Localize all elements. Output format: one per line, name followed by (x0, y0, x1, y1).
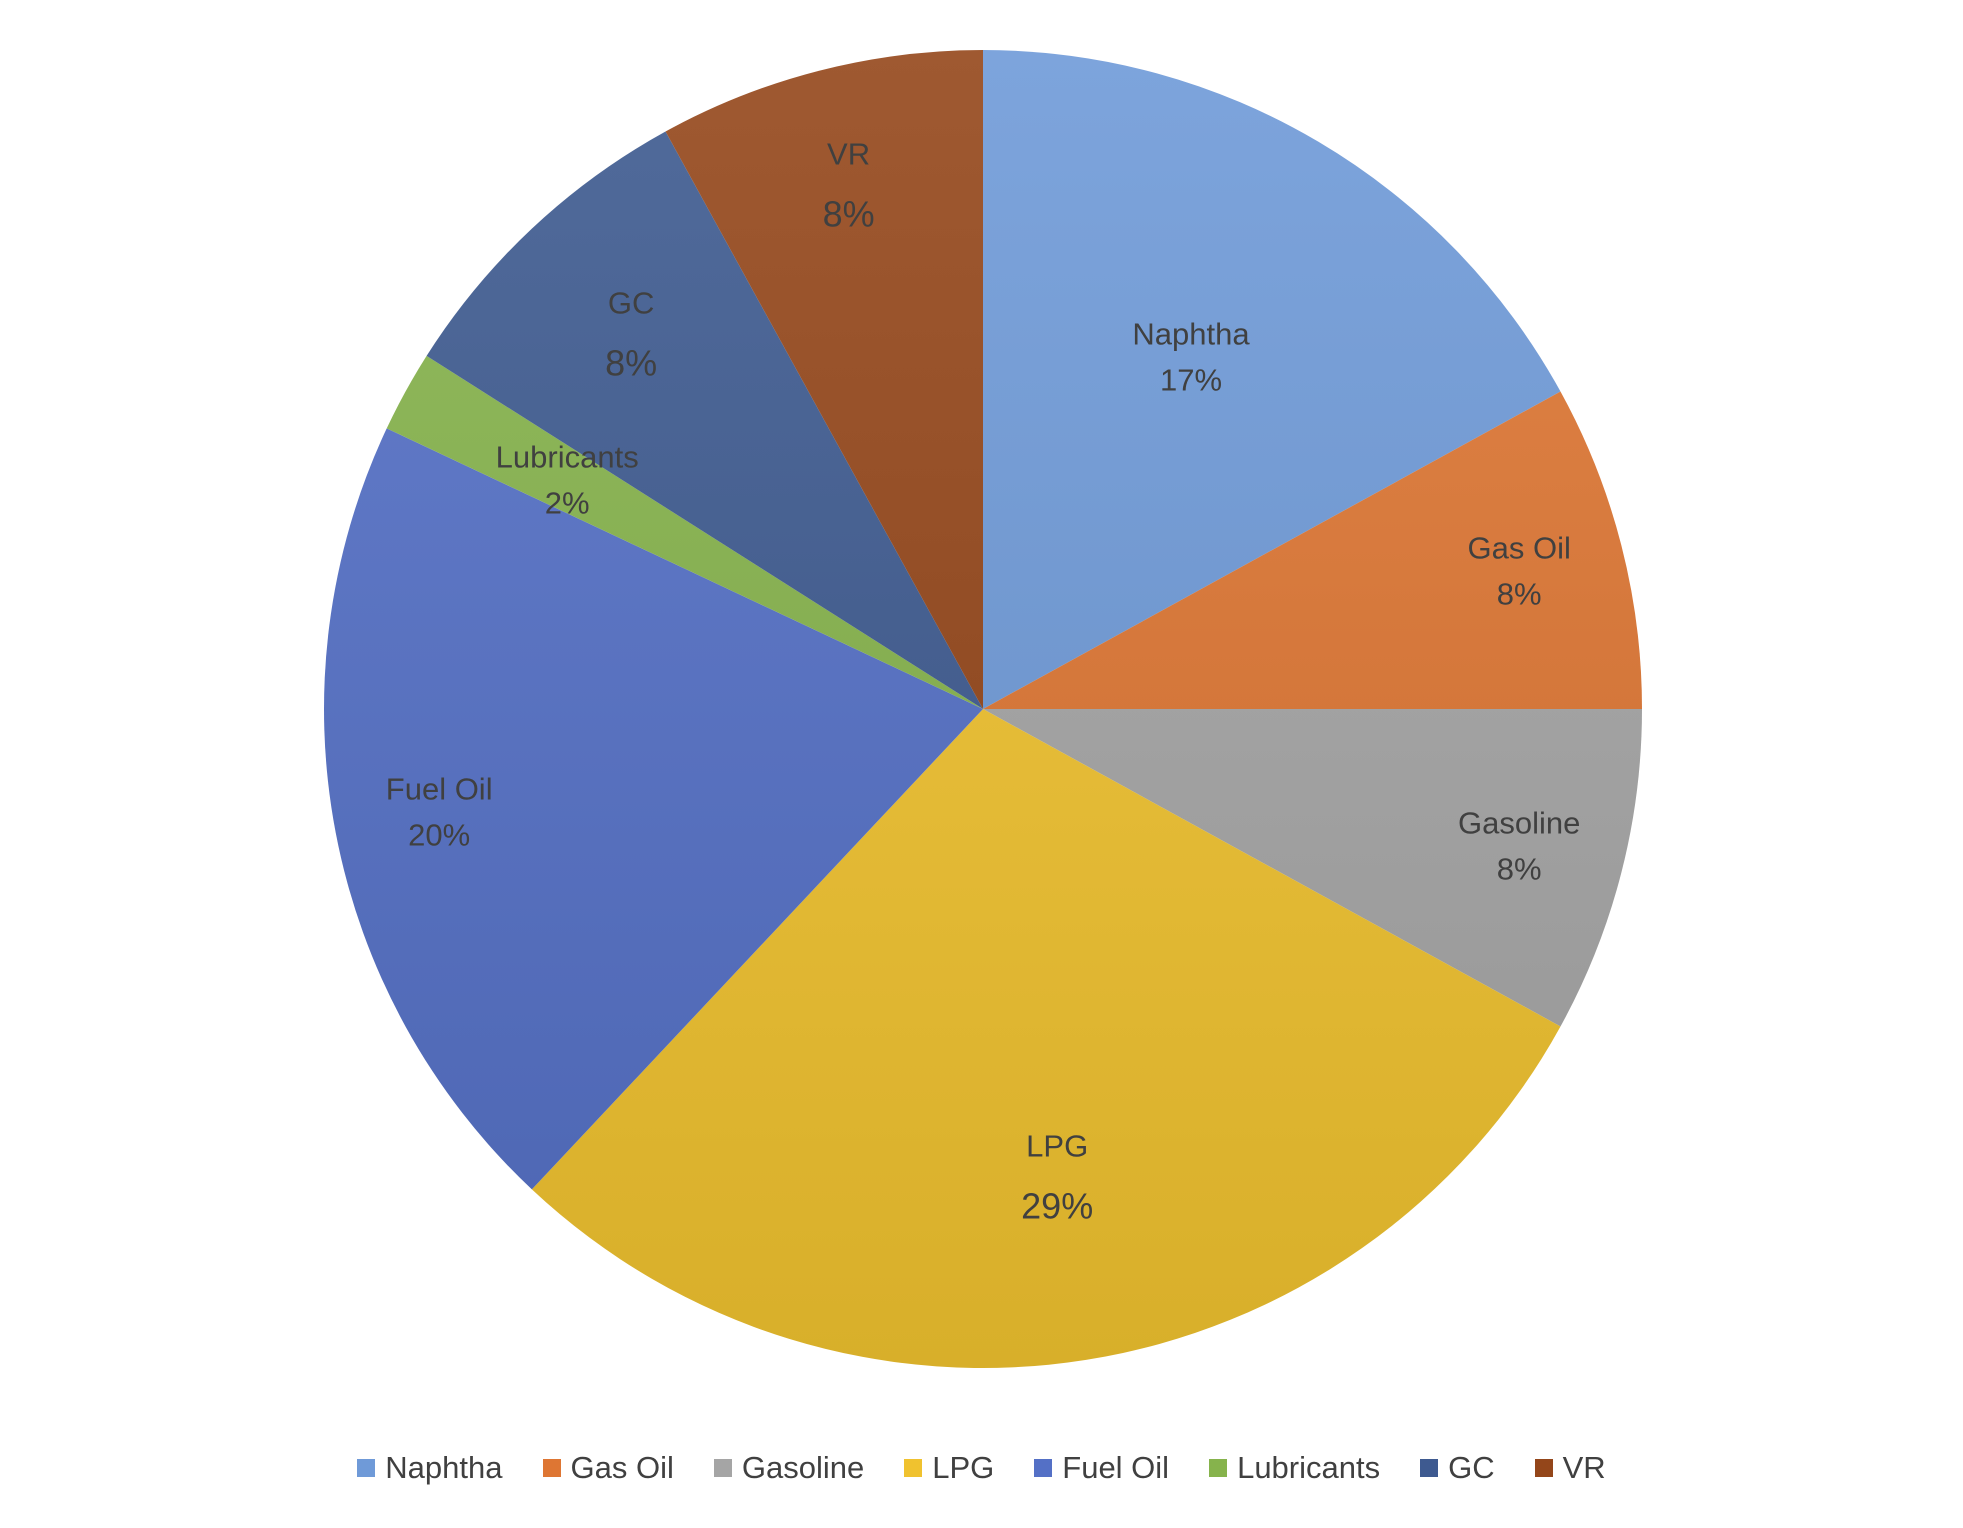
legend-item: Gasoline (713, 1450, 865, 1486)
legend-swatch (713, 1459, 732, 1477)
legend-swatch (1534, 1459, 1553, 1477)
legend-swatch (1420, 1459, 1439, 1477)
slice-labels: Naphtha 17% Gas Oil 8% Gasoline 8% LPG 29% Fuel … (386, 137, 1581, 1227)
slice-label-name: Lubricants (496, 439, 639, 474)
slice-label-percent: 20% (408, 818, 470, 853)
legend-label: Gasoline (741, 1450, 865, 1485)
pie-slice-lpg (531, 709, 1561, 1369)
pie-slice-gasoline (983, 709, 1643, 1027)
legend-swatch (542, 1459, 561, 1477)
pie-slice-naphtha (983, 50, 1561, 709)
slice-label-name: LPG (1026, 1129, 1088, 1164)
legend-item: Naphtha (357, 1450, 503, 1486)
slice-label-name: Gas Oil (1468, 530, 1571, 565)
slice-label-name: GC (608, 285, 655, 320)
legend-label: VR (1562, 1450, 1606, 1485)
pie-slice-lubricants (386, 355, 984, 709)
pie-slice-gas-oil (983, 391, 1643, 709)
chart-legend: Naphtha Gas Oil Gasoline LPG Fuel Oil Lubrica… (0, 1448, 1963, 1488)
pie-slice-fuel-oil (323, 428, 983, 1190)
legend-swatch (904, 1459, 923, 1477)
slice-label-name: Fuel Oil (386, 772, 493, 807)
pie-slices (323, 49, 1643, 1369)
legend-label: GC (1448, 1450, 1495, 1485)
slice-label-name: Naphtha (1132, 316, 1250, 351)
slice-label-percent: 8% (1497, 576, 1542, 611)
legend-item: Lubricants (1209, 1450, 1380, 1486)
legend-item: Gas Oil (542, 1450, 674, 1486)
legend-item: GC (1420, 1450, 1495, 1486)
slice-label-percent: 29% (1021, 1186, 1093, 1227)
slice-label-name: Gasoline (1458, 806, 1580, 841)
slice-label-percent: 17% (1160, 362, 1222, 397)
pie-slice-vr (665, 49, 983, 709)
legend-label: Naphtha (385, 1450, 503, 1485)
legend-item: LPG (904, 1450, 994, 1486)
pie-slice-gc (426, 131, 984, 709)
slice-label-name: VR (827, 137, 870, 172)
slice-label-percent: 8% (1497, 852, 1542, 887)
legend-swatch (1209, 1459, 1228, 1477)
legend-label: Lubricants (1237, 1450, 1381, 1485)
legend-swatch (357, 1459, 376, 1477)
slice-label-percent: 2% (545, 485, 590, 520)
legend-label: LPG (932, 1450, 995, 1485)
slice-label-percent: 8% (605, 342, 657, 383)
legend-item: VR (1534, 1450, 1606, 1486)
legend-swatch (1034, 1459, 1053, 1477)
legend-item: Fuel Oil (1034, 1450, 1169, 1486)
slice-label-percent: 8% (823, 194, 875, 235)
legend-label: Fuel Oil (1062, 1450, 1170, 1485)
legend-label: Gas Oil (570, 1450, 674, 1485)
